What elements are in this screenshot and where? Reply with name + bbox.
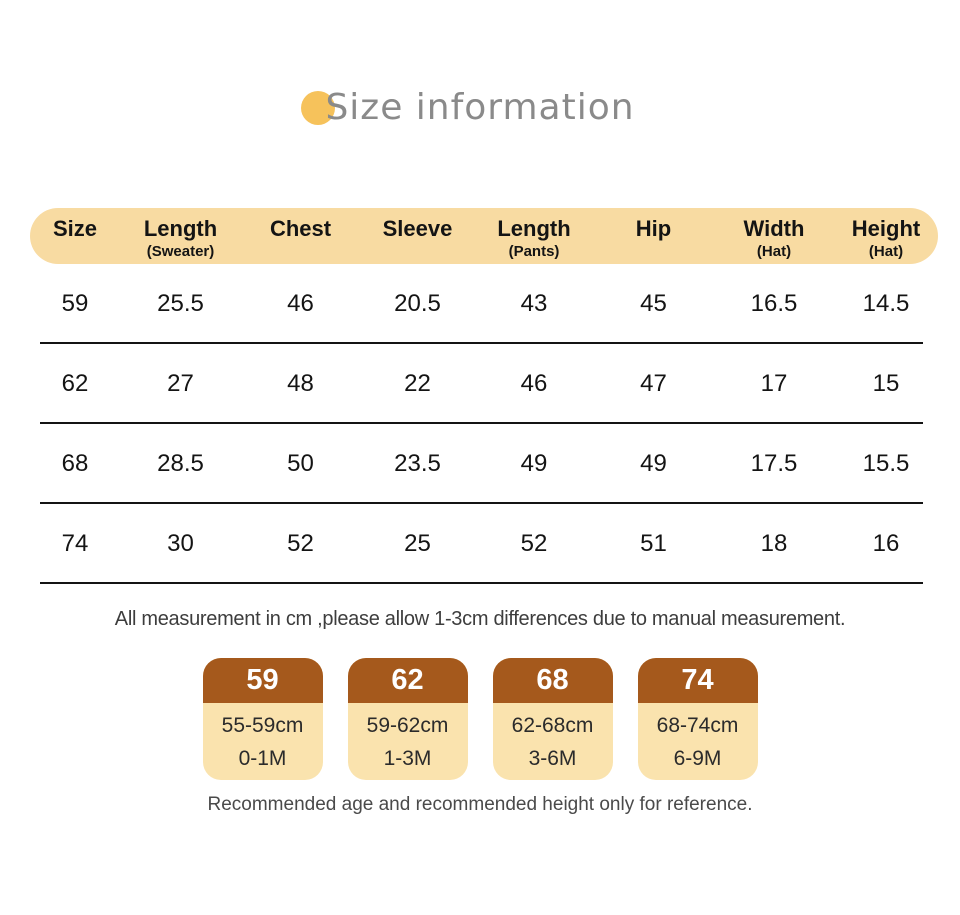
column-header-height-hat: Height (Hat) [834, 216, 938, 264]
table-cell: 68 [61, 450, 89, 477]
table-row-59: 59 25.5 46 20.5 43 45 16.5 14.5 [30, 264, 938, 344]
table-cell: 49 [520, 450, 548, 477]
table-cell: 28.5 [157, 450, 204, 477]
table-cell: 22 [404, 370, 431, 397]
row-divider [40, 342, 923, 344]
table-cell: 16 [872, 530, 900, 557]
table-cell: 43 [520, 290, 548, 317]
column-sublabel: (Hat) [868, 243, 904, 260]
table-body: 59 25.5 46 20.5 43 45 16.5 14.5 62 27 48… [30, 264, 938, 584]
column-label: Sleeve [382, 216, 453, 241]
size-card-age-range: 6-9M [673, 746, 722, 770]
column-sublabel: (Hat) [756, 243, 792, 260]
size-card-body: 62-68cm 3-6M [493, 703, 613, 780]
table-cell: 46 [287, 290, 314, 317]
column-header-width-hat: Width (Hat) [714, 216, 834, 264]
row-divider [40, 422, 923, 424]
column-label: Height [851, 216, 921, 241]
size-card-number: 59 [202, 658, 323, 703]
table-cell: 59 [61, 290, 89, 317]
size-card-59: 59 55-59cm 0-1M [202, 658, 323, 780]
size-card-body: 55-59cm 0-1M [203, 703, 323, 780]
size-card-number: 74 [637, 658, 758, 703]
table-cell: 51 [640, 530, 667, 557]
table-cell: 15.5 [862, 450, 910, 477]
size-card-age-range: 0-1M [238, 746, 287, 770]
table-cell: 27 [167, 370, 194, 397]
size-card-68: 68 62-68cm 3-6M [492, 658, 613, 780]
column-sublabel: (Pants) [508, 243, 560, 260]
table-cell: 16.5 [750, 290, 798, 317]
table-cell: 47 [640, 370, 667, 397]
table-cell: 52 [520, 530, 548, 557]
size-card-age-range: 1-3M [383, 746, 432, 770]
size-card-62: 62 59-62cm 1-3M [347, 658, 468, 780]
size-card-height-range: 59-62cm [366, 713, 449, 737]
size-cards: 59 55-59cm 0-1M 62 59-62cm 1-3M 68 62-68… [0, 658, 960, 780]
table-cell: 48 [287, 370, 314, 397]
column-label: Width [743, 216, 805, 241]
table-cell: 52 [287, 530, 314, 557]
size-card-body: 59-62cm 1-3M [348, 703, 468, 780]
page-title: Size information [325, 87, 635, 128]
row-divider [40, 502, 923, 504]
table-cell: 23.5 [394, 450, 441, 477]
column-sublabel: (Sweater) [146, 243, 215, 260]
size-card-height-range: 62-68cm [511, 713, 594, 737]
table-cell: 30 [167, 530, 194, 557]
table-cell: 74 [61, 530, 89, 557]
size-card-number: 62 [347, 658, 468, 703]
column-label: Hip [635, 216, 672, 241]
table-cell: 18 [760, 530, 788, 557]
column-header-size: Size [30, 216, 120, 264]
accent-dot-icon [301, 91, 335, 125]
column-header-length-pants: Length (Pants) [475, 216, 593, 264]
column-label: Chest [269, 216, 332, 241]
size-table: Size Length (Sweater) Chest Sleeve Lengt… [30, 208, 938, 584]
measurement-note: All measurement in cm ,please allow 1-3c… [114, 608, 846, 630]
table-cell: 50 [287, 450, 314, 477]
column-header-sleeve: Sleeve [360, 216, 475, 264]
size-card-height-range: 55-59cm [221, 713, 304, 737]
table-cell: 15 [872, 370, 900, 397]
table-cell: 62 [61, 370, 89, 397]
size-card-number: 68 [492, 658, 613, 703]
reference-note: Recommended age and recommended height o… [207, 794, 753, 815]
table-row-68: 68 28.5 50 23.5 49 49 17.5 15.5 [30, 424, 938, 504]
row-divider [40, 582, 923, 584]
size-card-age-range: 3-6M [528, 746, 577, 770]
table-row-74: 74 30 52 25 52 51 18 16 [30, 504, 938, 584]
column-label: Size [52, 216, 98, 241]
table-cell: 45 [640, 290, 667, 317]
table-cell: 20.5 [394, 290, 441, 317]
table-cell: 17.5 [750, 450, 798, 477]
title-section: Size information [0, 84, 960, 132]
column-label: Length [497, 216, 571, 241]
column-header-length-sweater: Length (Sweater) [120, 216, 241, 264]
table-cell: 25 [404, 530, 431, 557]
table-header-row: Size Length (Sweater) Chest Sleeve Lengt… [30, 208, 938, 264]
size-card-74: 74 68-74cm 6-9M [637, 658, 758, 780]
table-cell: 25.5 [157, 290, 204, 317]
size-card-body: 68-74cm 6-9M [638, 703, 758, 780]
column-label: Length [143, 216, 218, 241]
table-cell: 17 [760, 370, 788, 397]
size-card-height-range: 68-74cm [656, 713, 739, 737]
column-header-chest: Chest [241, 216, 360, 264]
table-cell: 49 [640, 450, 667, 477]
table-cell: 14.5 [862, 290, 910, 317]
table-row-62: 62 27 48 22 46 47 17 15 [30, 344, 938, 424]
table-cell: 46 [520, 370, 548, 397]
column-header-hip: Hip [593, 216, 714, 264]
